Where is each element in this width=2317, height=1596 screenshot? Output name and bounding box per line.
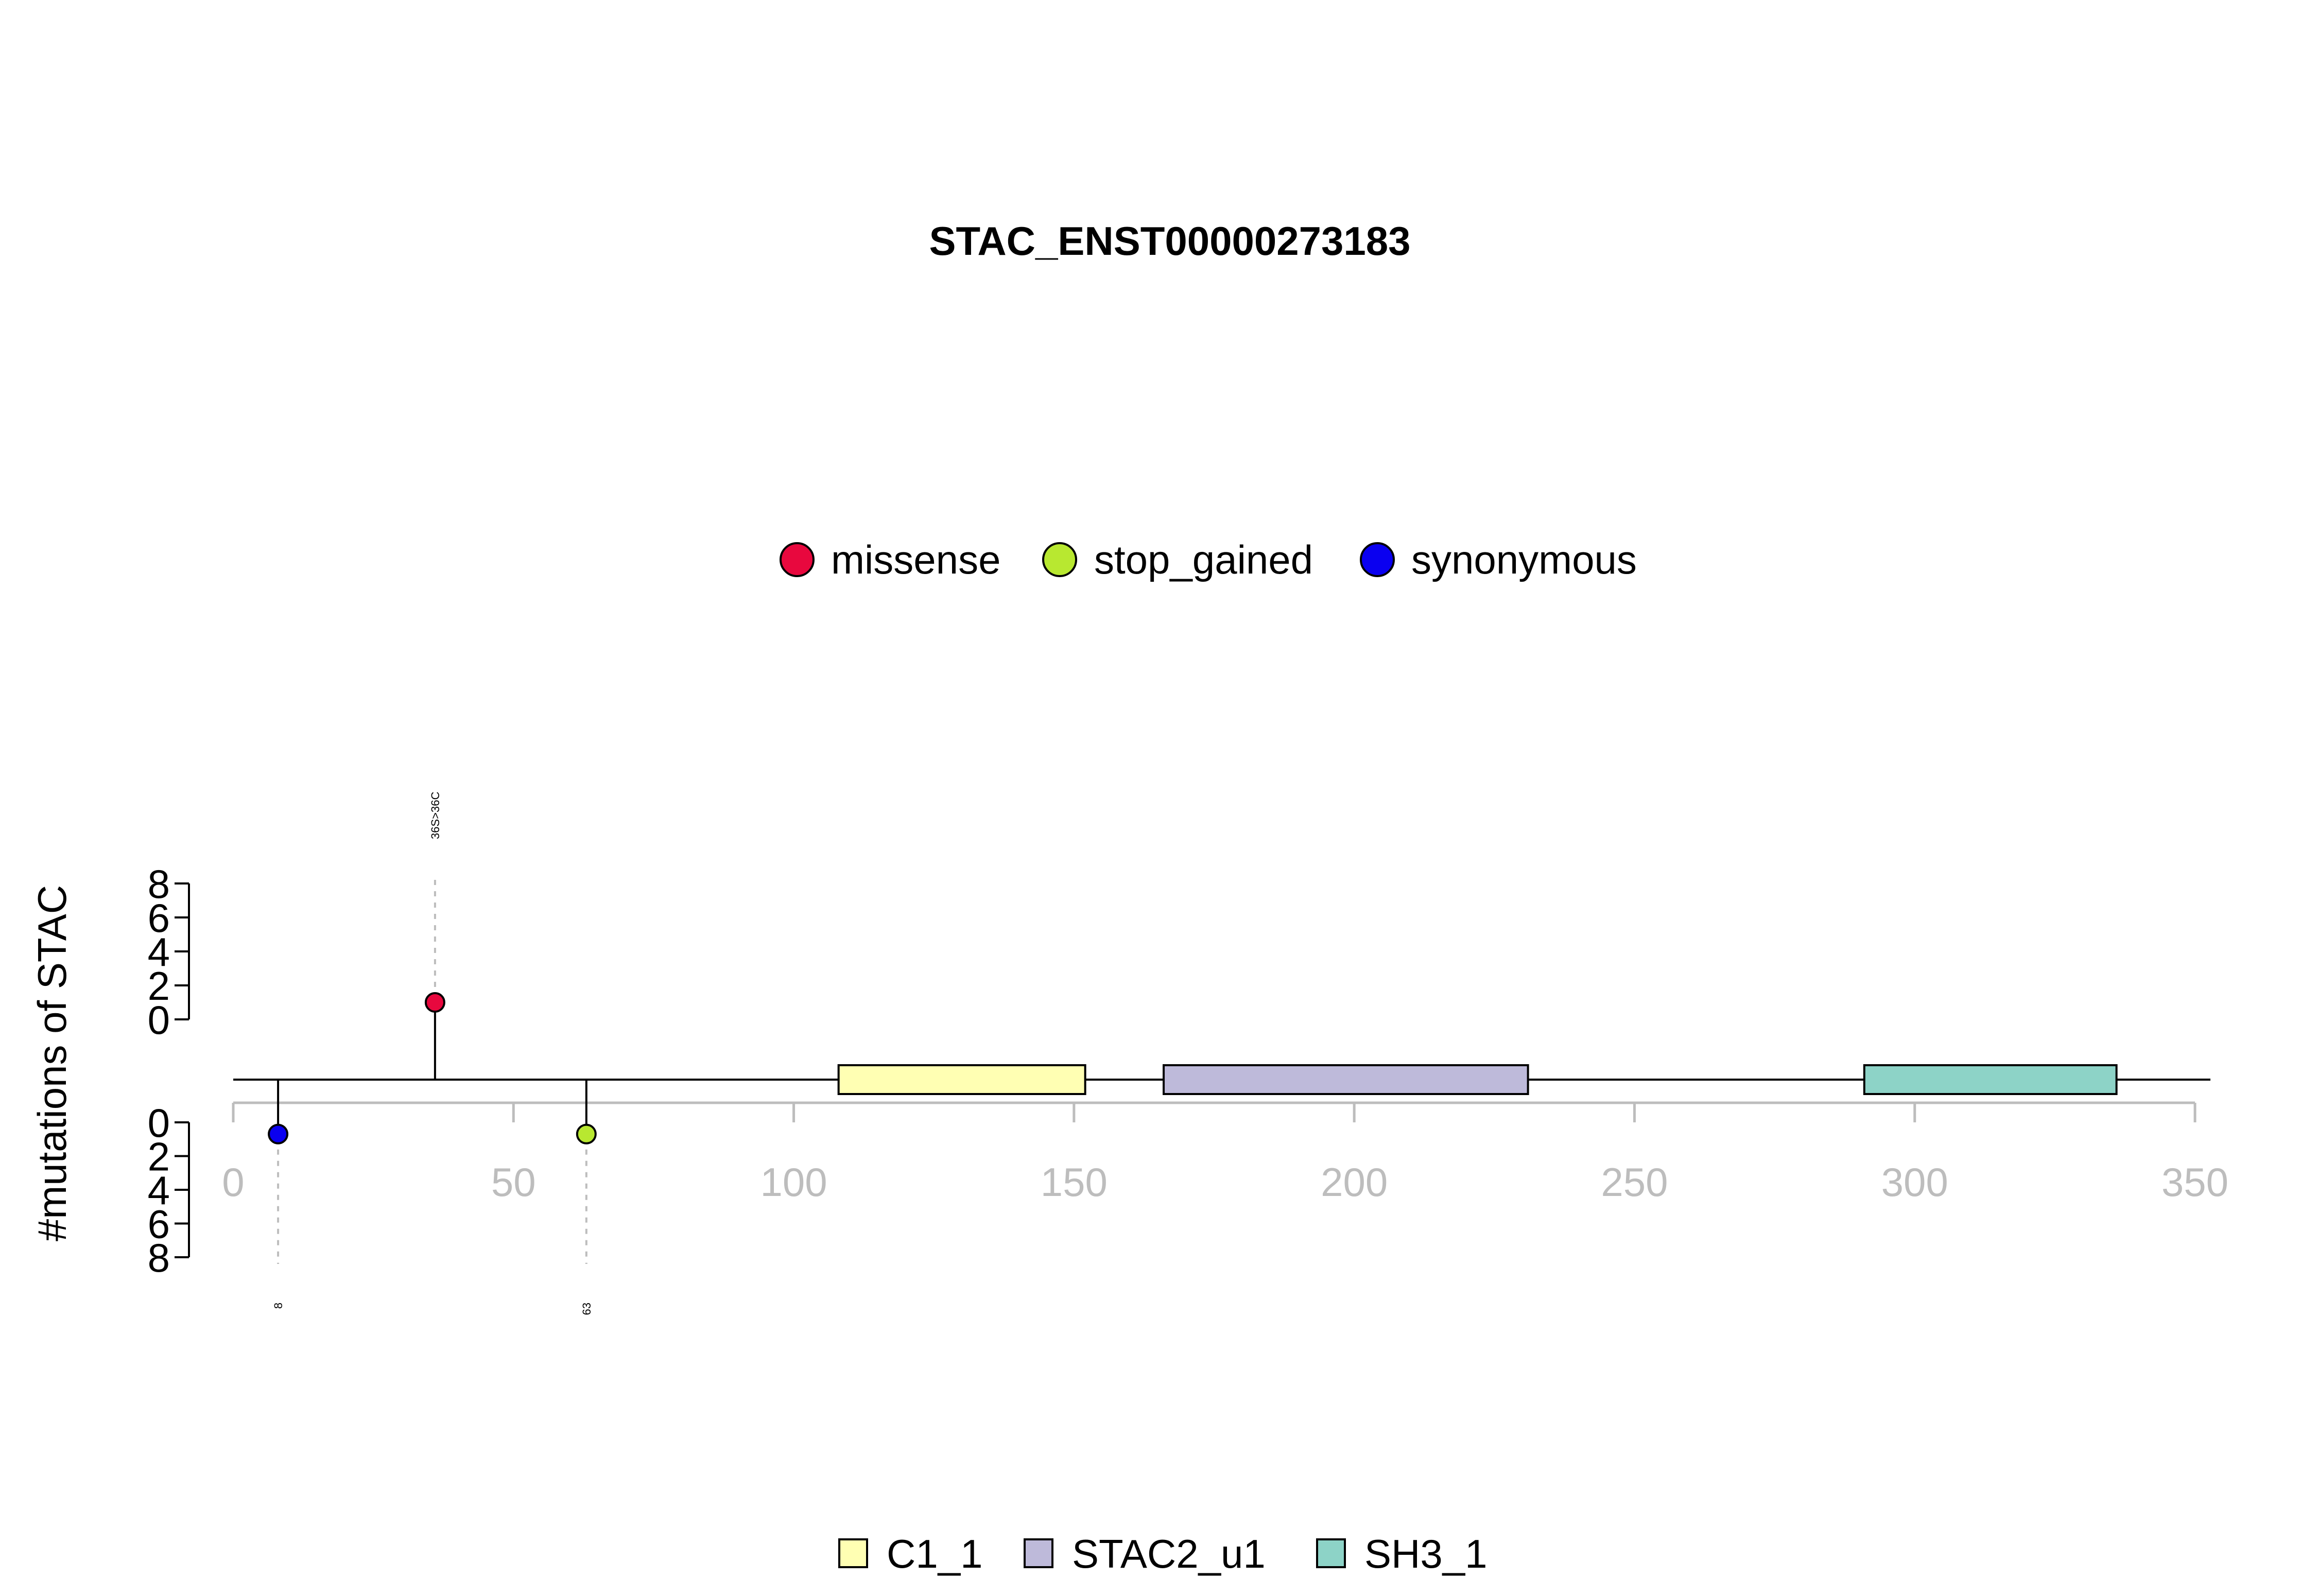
domain-boxes: [837, 1064, 2118, 1095]
x-tick-label: 100: [760, 1159, 827, 1205]
y-tick-label-lower: 0: [148, 1100, 170, 1146]
lollipop-head-synonymous: [268, 1123, 289, 1144]
legend-label-synonymous: synonymous: [1411, 537, 1637, 582]
domain-legend-label-SH3_1: SH3_1: [1364, 1531, 1488, 1576]
domain-legend-swatch-C1_1: [838, 1538, 868, 1568]
chart-title: STAC_ENST00000273183: [929, 218, 1410, 264]
mutation-legend: missense stop_gained synonymous: [780, 537, 1637, 582]
domain-legend-swatch-SH3_1: [1316, 1538, 1346, 1568]
y-tick-label-lower: 4: [148, 1168, 170, 1213]
y-tick-label-lower: 2: [148, 1134, 170, 1179]
lollipop-head-stop_gained: [576, 1123, 597, 1144]
x-tick-label: 200: [1321, 1159, 1388, 1205]
y-tick-label-upper: 6: [148, 895, 170, 941]
lollipop-head-missense: [424, 992, 445, 1013]
x-axis: 0 50 100 150 200 250 300 350: [222, 1101, 2228, 1205]
x-tick-label: 250: [1601, 1159, 1668, 1205]
y-tick-label-upper: 4: [148, 929, 170, 975]
x-tick-label: 50: [491, 1159, 536, 1205]
x-tick-label: 300: [1881, 1159, 1948, 1205]
x-tick-label: 350: [2162, 1159, 2228, 1205]
domain-SH3_1: [1863, 1064, 2118, 1095]
domain-legend: C1_1 STAC2_u1 SH3_1: [838, 1531, 1488, 1576]
legend-label-missense: missense: [831, 537, 1000, 582]
domain-legend-swatch-STAC2_u1: [1024, 1538, 1053, 1568]
legend-marker-synonymous: [1360, 542, 1395, 577]
y-axis-title: #mutations of STAC: [29, 885, 75, 1241]
x-tick-label: 150: [1041, 1159, 1108, 1205]
domain-legend-label-C1_1: C1_1: [887, 1531, 982, 1576]
domain-legend-label-STAC2_u1: STAC2_u1: [1072, 1531, 1266, 1576]
mutation-label: 63: [580, 1303, 593, 1315]
mutation-label: 8: [272, 1303, 285, 1309]
y-tick-label-lower: 8: [148, 1235, 170, 1280]
domain-STAC2_u1: [1163, 1064, 1529, 1095]
mutation-lollipops: 8 36S>36C 63: [268, 792, 597, 1315]
legend-label-stop_gained: stop_gained: [1094, 537, 1313, 582]
y-tick-label-upper: 2: [148, 963, 170, 1009]
domain-C1_1: [837, 1064, 1086, 1095]
mutation-label: 36S>36C: [429, 792, 442, 839]
y-tick-label-upper: 8: [148, 861, 170, 907]
legend-marker-missense: [780, 542, 815, 577]
legend-marker-stop_gained: [1042, 542, 1077, 577]
y-tick-label-lower: 6: [148, 1202, 170, 1247]
y-tick-label-upper: 0: [148, 997, 170, 1043]
x-tick-label: 0: [222, 1159, 244, 1205]
